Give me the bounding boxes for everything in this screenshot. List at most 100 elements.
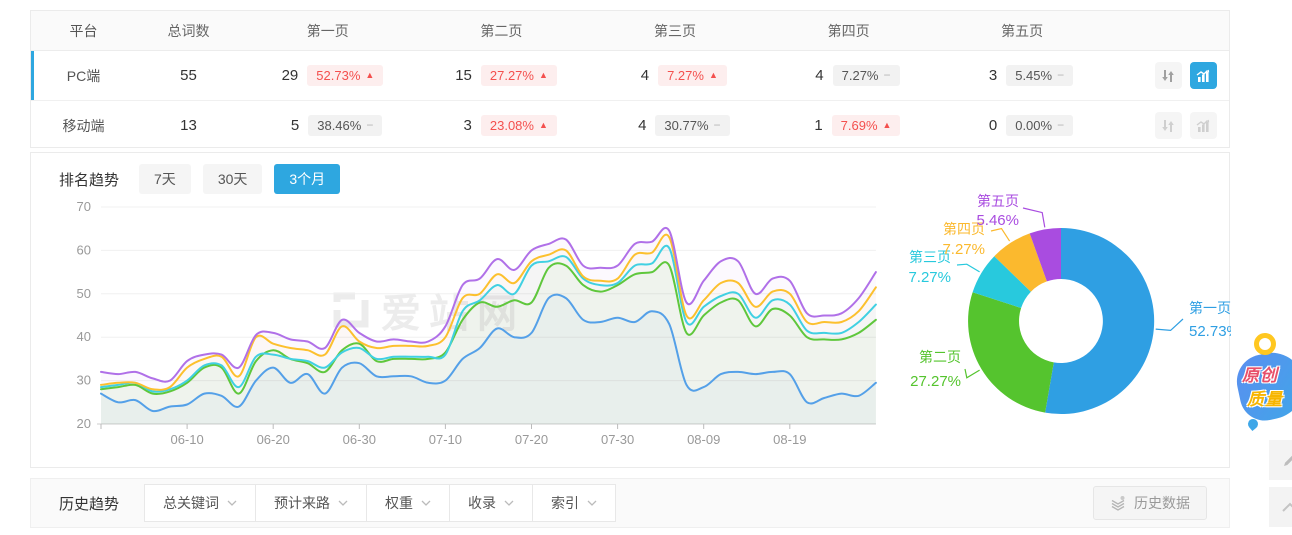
y-tick-label: 70 [77, 199, 91, 214]
bar-chart-icon [1197, 119, 1210, 132]
keyword-rank-table: 平台 总词数 第一页 第二页 第三页 第四页 第五页 PC端 55 29 52.… [30, 10, 1230, 148]
donut-label-percent: 52.73% [1189, 323, 1231, 340]
col-platform: 平台 [69, 22, 98, 39]
x-tick-label: 06-20 [257, 432, 290, 447]
page-count: 5 [290, 117, 300, 134]
trend-badge: 7.27% ▲ [658, 65, 727, 86]
x-tick-label: 07-20 [515, 432, 548, 447]
page-count: 0 [988, 117, 998, 134]
line-green [100, 261, 877, 395]
page-count: 1 [814, 117, 823, 134]
x-tick-label: 08-09 [687, 432, 720, 447]
y-tick-label: 60 [77, 242, 91, 257]
history-trend-bar: 历史趋势 总关键词 预计来路 权重 收录 索引 历史数据 [30, 478, 1230, 528]
platform-label: 移动端 [62, 117, 105, 134]
line-blue [100, 293, 877, 413]
donut-label-percent: 7.27% [908, 269, 951, 286]
platform-label: PC端 [66, 67, 101, 84]
donut-label-percent: 5.46% [976, 212, 1019, 229]
trend-arrow-icon: − [1057, 118, 1065, 132]
page-share-donut-chart: 第一页52.73%第二页27.27%第三页7.27%第四页7.27%第五页5.4… [871, 191, 1240, 446]
trend-arrow-icon: − [713, 118, 721, 132]
table-header: 平台 总词数 第一页 第二页 第三页 第四页 第五页 [31, 11, 1229, 51]
page2-cell: 15 27.27% ▲ [415, 65, 589, 86]
trend-badge: 30.77% − [655, 115, 730, 136]
line-cyan-area [101, 245, 876, 424]
donut-label-name: 第三页 [909, 249, 951, 265]
history-data-button[interactable]: 历史数据 [1093, 486, 1207, 520]
dropdown-included[interactable]: 收录 [449, 484, 534, 522]
x-tick-label: 07-30 [601, 432, 634, 447]
col-page5: 第五页 [1001, 22, 1044, 39]
table-row-pc: PC端 55 29 52.73% ▲ 15 27.27% ▲ 4 7.27% ▲ 4 … [31, 51, 1229, 100]
total-words-value: 55 [180, 67, 197, 84]
col-page3: 第三页 [653, 22, 696, 39]
total-words-value: 13 [180, 117, 197, 134]
trend-arrow-icon: − [1057, 68, 1065, 82]
trend-arrow-icon: ▲ [708, 70, 718, 80]
dropdown-weight[interactable]: 权重 [366, 484, 451, 522]
page3-cell: 4 30.77% − [588, 115, 762, 136]
page-count: 3 [463, 117, 472, 134]
trend-chart-button[interactable] [1189, 62, 1217, 89]
page4-cell: 1 7.69% ▲ [762, 115, 936, 136]
page-count: 15 [455, 67, 472, 84]
donut-slice-3 [972, 256, 1031, 308]
trend-arrow-icon: − [883, 68, 891, 82]
x-tick-label: 06-10 [170, 432, 203, 447]
y-tick-label: 40 [77, 329, 91, 344]
sort-button[interactable] [1154, 112, 1182, 139]
donut-slice-2 [968, 292, 1054, 413]
y-tick-label: 20 [77, 416, 91, 431]
x-tick-label: 06-30 [343, 432, 376, 447]
donut-slice-5 [1029, 227, 1061, 282]
promo-text-1: 原创 [1242, 366, 1278, 385]
x-tick-label: 08-19 [773, 432, 806, 447]
layers-icon [1111, 496, 1125, 511]
trend-arrow-icon: ▲ [882, 120, 892, 130]
trend-chart-button[interactable] [1189, 112, 1217, 139]
dropdown-estimated-traffic[interactable]: 预计来路 [255, 484, 368, 522]
promo-badge[interactable]: 原创 质量 [1231, 333, 1292, 433]
donut-leader-line [964, 368, 980, 379]
tab-3months[interactable]: 3个月 [274, 164, 341, 194]
trend-badge: 5.45% − [1006, 65, 1074, 86]
trend-badge: 23.08% ▲ [480, 115, 557, 136]
donut-slice-4 [994, 233, 1047, 292]
chevron-down-icon [227, 500, 237, 506]
line-purple [100, 226, 877, 383]
donut-leader-line [1022, 207, 1046, 228]
donut-leader-line [1155, 318, 1184, 332]
donut-slice-1 [1045, 227, 1155, 414]
col-page4: 第四页 [827, 22, 870, 39]
trend-badge: 0.00% − [1006, 115, 1074, 136]
trend-arrow-icon: ▲ [538, 120, 548, 130]
y-tick-label: 30 [77, 373, 91, 388]
sort-button[interactable] [1154, 62, 1182, 89]
donut-label-name: 第二页 [919, 349, 961, 365]
donut-label-name: 第五页 [977, 193, 1019, 209]
chevron-down-icon [504, 500, 514, 506]
sort-arrows-icon [1162, 69, 1175, 82]
trend-badge: 7.27% − [832, 65, 900, 86]
dropdown-index[interactable]: 索引 [532, 484, 617, 522]
line-yellow [100, 233, 877, 391]
chevron-down-icon [421, 500, 431, 506]
col-total-words: 总词数 [167, 22, 210, 39]
tab-7days[interactable]: 7天 [139, 164, 191, 194]
donut-label-name: 第四页 [943, 221, 985, 237]
back-to-top-button[interactable] [1269, 487, 1292, 527]
dropdown-total-keywords[interactable]: 总关键词 [144, 484, 257, 522]
watermark-logo-icon [333, 292, 369, 328]
page-count: 4 [640, 67, 650, 84]
col-page2: 第二页 [480, 22, 523, 39]
page3-cell: 4 7.27% ▲ [588, 65, 762, 86]
donut-label-name: 第一页 [1189, 300, 1231, 316]
tab-30days[interactable]: 30天 [202, 164, 263, 194]
trend-arrow-icon: − [366, 118, 374, 132]
chevron-down-icon [587, 500, 597, 506]
bar-chart-icon [1197, 69, 1210, 82]
col-page1: 第一页 [306, 22, 349, 39]
feedback-edit-button[interactable] [1269, 440, 1292, 480]
donut-leader-line [956, 263, 980, 273]
